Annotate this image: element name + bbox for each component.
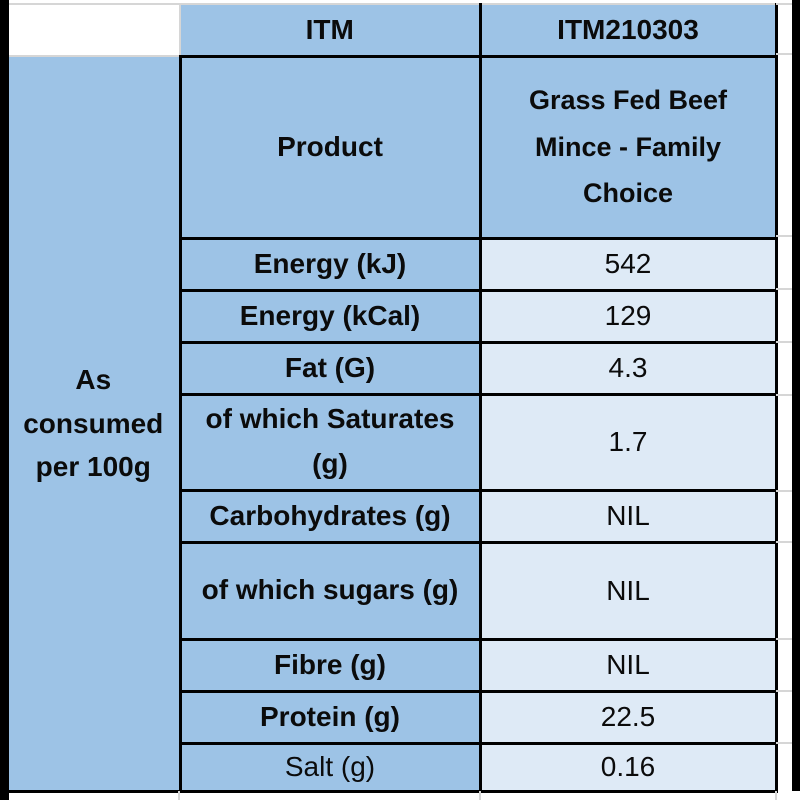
table-row: of which sugars (g) NIL bbox=[8, 540, 778, 641]
nutrient-value-cell[interactable]: 0.16 bbox=[478, 741, 778, 793]
gridline bbox=[776, 288, 792, 290]
nutrient-label-cell[interactable]: of which Saturates (g) bbox=[178, 392, 482, 492]
table-row-product: As consumed per 100g Product Grass Fed B… bbox=[8, 54, 778, 793]
screenshot-right-edge bbox=[792, 0, 800, 791]
side-note-cell[interactable]: As consumed per 100g bbox=[8, 55, 182, 793]
gridline bbox=[776, 490, 792, 492]
gridline bbox=[776, 742, 792, 744]
nutrient-value-cell[interactable]: NIL bbox=[478, 488, 778, 544]
nutrient-value-cell[interactable]: 129 bbox=[478, 288, 778, 344]
table-row-itm: ITM ITM210303 bbox=[8, 3, 778, 58]
nutrient-value-cell[interactable]: 542 bbox=[478, 236, 778, 292]
nutrient-value-cell[interactable]: NIL bbox=[478, 540, 778, 641]
nutrient-label-cell[interactable]: Fibre (g) bbox=[178, 637, 482, 693]
itm-code-cell[interactable]: ITM210303 bbox=[478, 3, 778, 58]
table-row: Salt (g) 0.16 bbox=[8, 741, 778, 793]
gridline bbox=[479, 791, 481, 800]
table-row: of which Saturates (g) 1.7 bbox=[8, 392, 778, 492]
screenshot-left-edge bbox=[0, 0, 9, 800]
itm-header-cell[interactable]: ITM bbox=[179, 3, 482, 58]
gridline bbox=[776, 3, 792, 5]
table-row: Fibre (g) NIL bbox=[8, 637, 778, 693]
gridline bbox=[776, 341, 792, 343]
gridline bbox=[776, 690, 792, 692]
gridline bbox=[776, 394, 792, 396]
table-row: Protein (g) 22.5 bbox=[8, 689, 778, 745]
gridline bbox=[776, 53, 792, 55]
nutrition-table: ITM ITM210303 As consumed per 100g Produ… bbox=[8, 3, 778, 793]
nutrient-value-cell[interactable]: 1.7 bbox=[478, 392, 778, 492]
nutrient-label-cell[interactable]: Energy (kJ) bbox=[178, 236, 482, 292]
side-note-text: As consumed per 100g bbox=[23, 364, 164, 482]
nutrient-label-cell[interactable]: of which sugars (g) bbox=[178, 540, 482, 641]
nutrient-label-cell[interactable]: Fat (G) bbox=[178, 340, 482, 396]
nutrient-value-cell[interactable]: 4.3 bbox=[478, 340, 778, 396]
table-row: Fat (G) 4.3 bbox=[8, 340, 778, 396]
gridline bbox=[776, 541, 792, 543]
product-name-text: Grass Fed Beef Mince - Family Choice bbox=[528, 85, 728, 209]
product-label-cell[interactable]: Product bbox=[178, 54, 482, 240]
table-row: Energy (kCal) 129 bbox=[8, 288, 778, 344]
table-row: Carbohydrates (g) NIL bbox=[8, 488, 778, 544]
gridline bbox=[776, 235, 792, 237]
nutrient-label-cell[interactable]: Carbohydrates (g) bbox=[178, 488, 482, 544]
nutrient-label-cell[interactable]: Energy (kCal) bbox=[178, 288, 482, 344]
gridline bbox=[775, 791, 777, 800]
nutrient-value-cell[interactable]: 22.5 bbox=[478, 689, 778, 745]
nutrient-label-cell[interactable]: Salt (g) bbox=[178, 741, 482, 793]
nutrient-value-cell[interactable]: NIL bbox=[478, 637, 778, 693]
gridline bbox=[178, 791, 180, 800]
table-row: Energy (kJ) 542 bbox=[8, 236, 778, 292]
nutrient-label-cell[interactable]: Protein (g) bbox=[178, 689, 482, 745]
blank-spreadsheet-cell[interactable] bbox=[8, 3, 181, 57]
gridline bbox=[776, 638, 792, 640]
product-name-cell[interactable]: Grass Fed Beef Mince - Family Choice bbox=[478, 54, 778, 240]
